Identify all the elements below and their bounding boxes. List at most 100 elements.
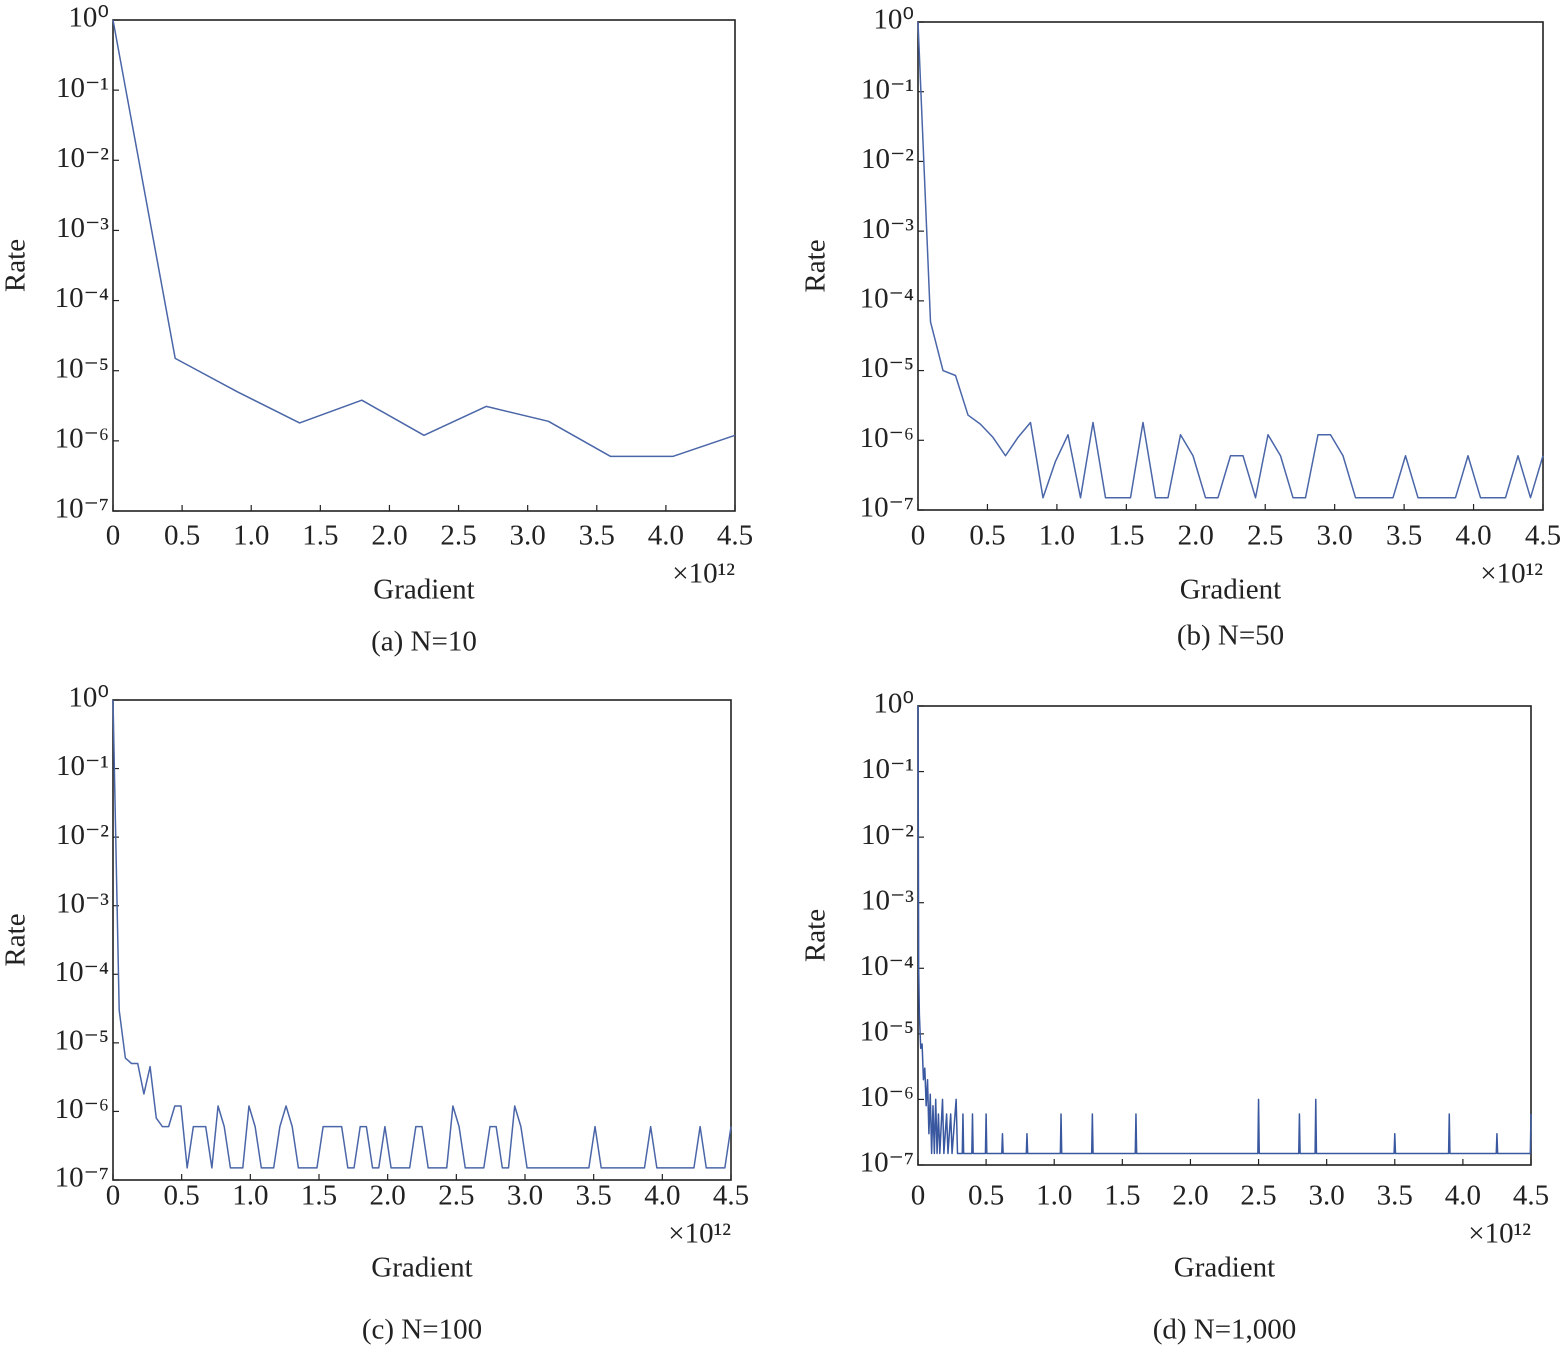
- data-line: [917, 21, 1544, 499]
- x-tick-label: 3.0: [510, 520, 546, 552]
- y-tick-label: 10⁻⁵: [55, 1025, 109, 1057]
- x-tick-label: 0.5: [968, 1180, 1004, 1212]
- x-tick-label: 3.5: [1377, 1180, 1413, 1212]
- y-tick-label: 10⁻⁴: [55, 956, 109, 988]
- x-tick-label: 0.5: [164, 520, 200, 552]
- x-offset-label: ×10¹²: [1480, 558, 1543, 590]
- y-tick-label: 10⁻²: [56, 142, 109, 174]
- y-tick-label: 10⁻¹: [861, 73, 914, 105]
- y-tick-label: 10⁻²: [56, 819, 109, 851]
- y-tick-label: 10⁻³: [56, 887, 109, 919]
- x-tick-label: 2.5: [1247, 520, 1283, 552]
- x-axis-label: Gradient: [1174, 1252, 1275, 1284]
- y-tick-label: 10⁻⁵: [860, 1016, 914, 1048]
- y-tick-label: 10⁻³: [56, 212, 109, 244]
- y-tick-label: 10⁻⁶: [55, 1093, 109, 1125]
- x-tick-label: 2.0: [1178, 520, 1214, 552]
- y-axis-label: Rate: [0, 913, 32, 966]
- subplot-caption: (c) N=100: [362, 1314, 482, 1346]
- y-tick-label: 10⁻⁴: [55, 282, 109, 314]
- x-tick-label: 1.5: [1108, 520, 1144, 552]
- y-tick-label: 10⁻²: [861, 143, 914, 175]
- subplot-caption: (a) N=10: [371, 626, 477, 658]
- y-tick-label: 10⁰: [873, 4, 914, 36]
- x-tick-label: 3.5: [579, 520, 615, 552]
- x-tick-label: 4.5: [1525, 520, 1561, 552]
- y-tick-label: 10⁻⁵: [55, 352, 109, 384]
- y-tick-label: 10⁻⁶: [860, 422, 914, 454]
- x-tick-label: 4.0: [648, 520, 684, 552]
- x-tick-label: 2.0: [1172, 1180, 1208, 1212]
- y-axis-label: Rate: [800, 239, 832, 292]
- x-axis-label: Gradient: [373, 574, 474, 606]
- x-tick-label: 1.0: [233, 520, 269, 552]
- x-tick-label: 3.0: [507, 1180, 543, 1212]
- x-tick-label: 2.0: [370, 1180, 406, 1212]
- y-tick-label: 10⁰: [873, 688, 914, 720]
- subplot-caption: (b) N=50: [1177, 620, 1284, 652]
- plot-frame: [917, 21, 1544, 511]
- y-tick-label: 10⁻¹: [861, 753, 914, 785]
- y-tick-label: 10⁻⁷: [55, 1162, 109, 1194]
- x-tick-label: 0: [911, 520, 926, 552]
- x-tick-label: 0: [911, 1180, 926, 1212]
- x-tick-label: 3.5: [1386, 520, 1422, 552]
- x-offset-label: ×10¹²: [672, 558, 735, 590]
- x-tick-label: 1.0: [1036, 1180, 1072, 1212]
- y-tick-label: 10⁻⁶: [55, 423, 109, 455]
- x-tick-label: 0: [106, 1180, 121, 1212]
- y-tick-label: 10⁻⁴: [860, 950, 914, 982]
- x-tick-label: 4.5: [713, 1180, 749, 1212]
- y-tick-label: 10⁻³: [861, 213, 914, 245]
- y-axis-label: Rate: [800, 909, 832, 962]
- x-tick-label: 4.5: [717, 520, 753, 552]
- y-tick-label: 10⁻⁷: [860, 492, 914, 524]
- x-tick-label: 4.5: [1513, 1180, 1549, 1212]
- y-tick-label: 10⁻⁷: [55, 493, 109, 525]
- x-tick-label: 2.5: [438, 1180, 474, 1212]
- x-tick-label: 3.5: [576, 1180, 612, 1212]
- subplot: 10⁰ 10⁻¹ 10⁻² 10⁻³ 10⁻⁴ 10⁻⁵ 10⁻⁶ 10⁻⁷0 0.5 1.0 1.…: [800, 688, 1549, 1346]
- x-axis-label: Gradient: [371, 1252, 472, 1284]
- x-tick-label: 0.5: [164, 1180, 200, 1212]
- subplot-caption: (d) N=1,000: [1153, 1314, 1297, 1346]
- y-tick-label: 10⁻⁷: [860, 1147, 914, 1179]
- data-line: [917, 705, 1532, 1155]
- x-tick-label: 4.0: [1455, 520, 1491, 552]
- x-tick-label: 0: [106, 520, 121, 552]
- x-offset-label: ×10¹²: [1468, 1218, 1531, 1250]
- x-tick-label: 2.5: [440, 520, 476, 552]
- data-line: [112, 699, 732, 1169]
- subplot: 10⁰ 10⁻¹ 10⁻² 10⁻³ 10⁻⁴ 10⁻⁵ 10⁻⁶ 10⁻⁷0 0.5 1.0 1.…: [800, 4, 1561, 652]
- plot-frame: [112, 699, 732, 1181]
- x-tick-label: 3.0: [1317, 520, 1353, 552]
- plot-frame: [917, 705, 1532, 1166]
- x-tick-label: 0.5: [969, 520, 1005, 552]
- x-tick-label: 1.5: [302, 520, 338, 552]
- x-tick-label: 2.0: [371, 520, 407, 552]
- y-tick-label: 10⁰: [68, 682, 109, 714]
- subplot: 10⁰ 10⁻¹ 10⁻² 10⁻³ 10⁻⁴ 10⁻⁵ 10⁻⁶ 10⁻⁷0 0.5 1.0 1.…: [0, 2, 753, 658]
- y-tick-label: 10⁻²: [861, 819, 914, 851]
- y-tick-label: 10⁰: [68, 2, 109, 34]
- x-tick-label: 1.5: [301, 1180, 337, 1212]
- x-tick-label: 1.0: [232, 1180, 268, 1212]
- y-tick-label: 10⁻¹: [56, 750, 109, 782]
- plot-frame: [112, 19, 736, 512]
- subplot: 10⁰ 10⁻¹ 10⁻² 10⁻³ 10⁻⁴ 10⁻⁵ 10⁻⁶ 10⁻⁷0 0.5 1.0 1.…: [0, 682, 749, 1346]
- x-axis-label: Gradient: [1180, 574, 1281, 606]
- x-tick-label: 4.0: [644, 1180, 680, 1212]
- y-tick-label: 10⁻⁴: [860, 283, 914, 315]
- x-tick-label: 1.0: [1039, 520, 1075, 552]
- x-tick-label: 1.5: [1104, 1180, 1140, 1212]
- x-tick-label: 2.5: [1240, 1180, 1276, 1212]
- x-offset-label: ×10¹²: [668, 1218, 731, 1250]
- x-tick-label: 4.0: [1445, 1180, 1481, 1212]
- y-tick-label: 10⁻⁶: [860, 1081, 914, 1113]
- y-tick-label: 10⁻³: [861, 884, 914, 916]
- y-tick-label: 10⁻⁵: [860, 352, 914, 384]
- y-axis-label: Rate: [0, 239, 32, 292]
- x-tick-label: 3.0: [1309, 1180, 1345, 1212]
- y-tick-label: 10⁻¹: [56, 72, 109, 104]
